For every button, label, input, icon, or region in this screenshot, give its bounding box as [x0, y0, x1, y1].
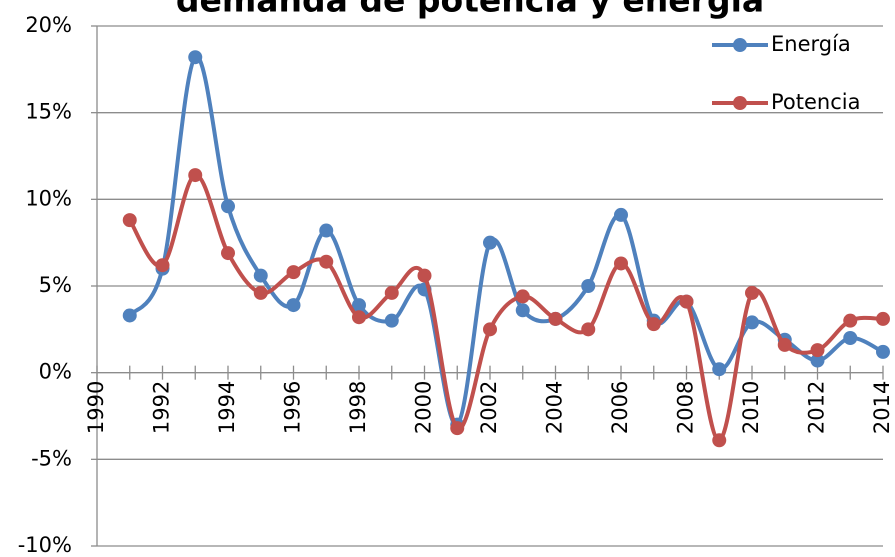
data-point [548, 311, 563, 326]
series-line [128, 173, 884, 443]
legend-label: Potencia [771, 90, 860, 114]
y-tick-label: -10% [18, 533, 72, 557]
data-point [646, 317, 661, 332]
data-point [843, 331, 858, 345]
data-point [515, 289, 530, 304]
data-point [155, 258, 170, 273]
data-point [188, 168, 203, 183]
data-point [843, 313, 858, 328]
x-tick-label: 2014 [870, 381, 894, 434]
x-tick-label: 2002 [477, 381, 501, 434]
x-tick-label: 2012 [805, 381, 829, 434]
x-tick-label: 2004 [543, 381, 567, 434]
y-tick-label: 0% [39, 360, 72, 384]
y-tick-label: 20% [25, 13, 72, 37]
data-point [352, 298, 366, 313]
data-point [810, 343, 825, 358]
data-point [679, 294, 694, 309]
x-tick-label: 2008 [674, 381, 698, 434]
data-point [352, 310, 366, 325]
chart-title: demanda de potencia y energía [176, 0, 764, 20]
legend-marker [733, 38, 747, 52]
data-point [745, 315, 759, 330]
data-point [384, 285, 399, 300]
data-point [188, 50, 203, 65]
data-point [745, 285, 759, 300]
data-point [581, 322, 596, 337]
legend-label: Energía [771, 32, 851, 56]
data-point [450, 421, 465, 436]
data-point [286, 298, 301, 313]
data-point [253, 285, 268, 300]
series-line [128, 54, 884, 427]
y-tick-label: 10% [25, 186, 72, 210]
data-point [810, 353, 825, 368]
data-point [319, 254, 334, 269]
data-point [319, 223, 334, 238]
data-point [712, 362, 727, 377]
data-point [777, 337, 792, 352]
legend-marker [733, 96, 747, 110]
data-point [253, 268, 268, 283]
data-point [122, 213, 137, 228]
data-point [876, 311, 890, 326]
data-point [417, 268, 432, 283]
data-point [286, 265, 301, 280]
y-tick-label: 5% [39, 273, 72, 297]
x-tick-label: 1996 [281, 381, 305, 434]
x-tick-label: 1994 [215, 381, 239, 434]
x-tick-label: 2006 [608, 381, 632, 434]
x-tick-label: 2000 [412, 381, 436, 434]
data-point [221, 246, 235, 261]
x-tick-label: 1990 [84, 381, 108, 434]
y-tick-label: -5% [31, 446, 72, 470]
x-tick-label: 1998 [346, 381, 370, 434]
data-point [712, 433, 727, 448]
data-point [483, 322, 497, 337]
data-point [515, 303, 530, 318]
data-point [483, 235, 497, 250]
y-tick-label: 15% [25, 100, 72, 124]
data-point [614, 256, 628, 271]
data-point [384, 313, 399, 328]
data-point [122, 308, 137, 323]
data-point [581, 279, 596, 293]
data-point [221, 199, 235, 214]
x-tick-label: 1992 [150, 381, 174, 434]
x-tick-label: 2010 [739, 381, 763, 434]
data-point [614, 207, 628, 222]
data-point [876, 344, 890, 359]
